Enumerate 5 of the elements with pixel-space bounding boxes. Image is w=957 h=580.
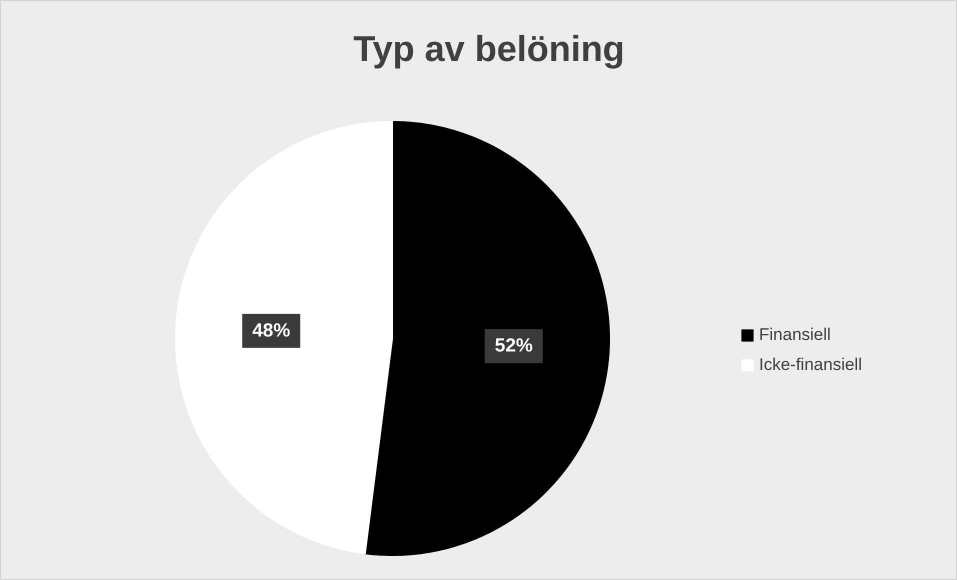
chart-title: Typ av belöning — [353, 28, 625, 69]
legend-label: Finansiell — [759, 325, 831, 345]
legend-label: Icke-finansiell — [759, 355, 862, 375]
data-label: 48% — [252, 320, 290, 342]
data-label: 52% — [494, 336, 533, 357]
